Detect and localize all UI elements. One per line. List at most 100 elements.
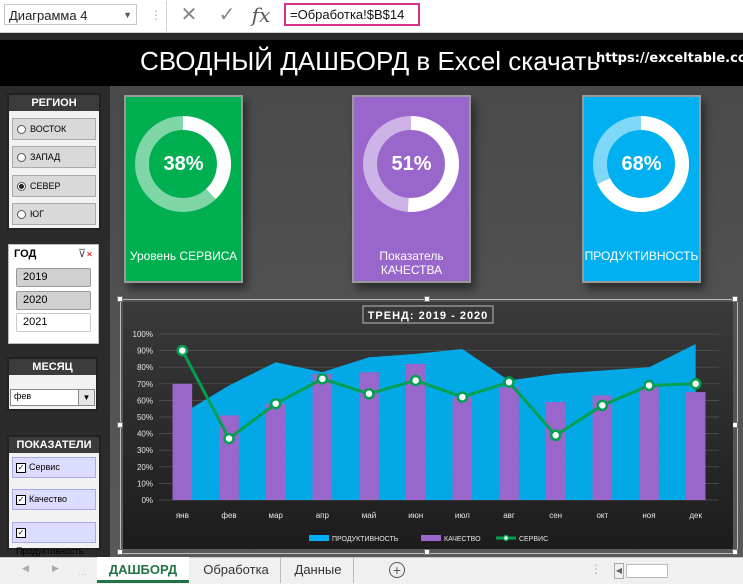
indicator-checkbox-productivity[interactable]: ✓ Продуктивность	[12, 522, 96, 556]
bar-quality	[359, 372, 379, 500]
region-option-yug[interactable]: ЮГ	[12, 203, 96, 225]
kpi-ring-value	[363, 116, 459, 212]
year-item[interactable]: 2021	[16, 313, 91, 332]
y-tick-label: 70%	[137, 380, 153, 389]
point-service	[549, 429, 562, 442]
point-service	[456, 391, 469, 403]
region-option-vostok[interactable]: ВОСТОК	[12, 118, 96, 140]
legend-swatch-productivity	[309, 535, 329, 541]
more-tabs-icon[interactable]: …	[78, 567, 87, 577]
legend-label: ПРОДУКТИВНОСТЬ	[332, 536, 399, 543]
point-service	[596, 399, 609, 412]
kpi-label: Показатель КАЧЕСТВА	[379, 249, 444, 277]
indicator-label: Качество	[29, 494, 68, 504]
y-tick-label: 20%	[137, 463, 153, 472]
region-option-label: ЗАПАД	[30, 152, 61, 162]
region-option-sever[interactable]: СЕВЕР	[12, 175, 96, 197]
year-item[interactable]: 2019	[16, 268, 91, 287]
month-dropdown[interactable]: фев ▼	[10, 389, 95, 406]
checkbox-checked-icon: ✓	[16, 462, 26, 473]
y-tick-label: 60%	[137, 396, 153, 405]
kpi-card-quality: 51% Показатель КАЧЕСТВА	[352, 95, 471, 283]
indicator-checkbox-service[interactable]: ✓ Сервис	[12, 457, 96, 478]
x-tick-label: авг	[503, 511, 515, 520]
chevron-down-icon[interactable]: ▼	[123, 10, 132, 20]
year-item[interactable]: 2020	[16, 291, 91, 310]
enter-icon[interactable]: ✓	[218, 4, 236, 26]
legend-label: КАЧЕСТВО	[444, 536, 481, 543]
legend-label: СЕРВИС	[519, 536, 548, 543]
point-service	[643, 379, 655, 392]
point-service	[223, 432, 235, 445]
point-service	[269, 397, 282, 410]
kpi-percent: 38%	[163, 153, 204, 175]
y-tick-label: 30%	[137, 446, 153, 455]
tab-processing[interactable]: Обработка	[192, 557, 281, 583]
radio-selected-icon	[17, 182, 26, 192]
scroll-left-icon[interactable]: ◀	[22, 563, 29, 573]
clear-filter-icon[interactable]: ⊽✕	[78, 248, 93, 260]
y-tick-label: 50%	[137, 413, 153, 422]
resize-handle[interactable]	[732, 549, 738, 555]
region-slicer-header: РЕГИОН	[9, 95, 99, 111]
chevron-down-icon[interactable]: ▼	[78, 390, 94, 405]
trend-chart[interactable]: 0% 10% 20% 30% 40% 50% 60% 70% 80% 90% 100% ТРЕНД: …	[123, 302, 733, 549]
resize-handle[interactable]	[424, 549, 430, 555]
x-tick-label: май	[362, 511, 376, 520]
y-tick-label: 0%	[141, 496, 153, 505]
name-box[interactable]: Диаграмма 4 ▼	[4, 4, 137, 25]
tab-data[interactable]: Данные	[283, 557, 354, 583]
point-service	[176, 344, 189, 357]
checkbox-checked-icon: ✓	[16, 494, 26, 505]
kpi-donut	[593, 116, 689, 212]
drag-handle-icon[interactable]: ⋮	[150, 8, 162, 22]
region-option-zapad[interactable]: ЗАПАД	[12, 146, 96, 168]
indicator-label: Сервис	[29, 462, 60, 472]
cancel-icon[interactable]: ✕	[180, 4, 198, 26]
resize-handle[interactable]	[117, 296, 123, 302]
kpi-percent: 51%	[391, 153, 432, 175]
x-tick-label: окт	[596, 511, 608, 520]
y-tick-label: 40%	[137, 430, 153, 439]
region-option-label: СЕВЕР	[30, 181, 61, 191]
scroll-right-icon[interactable]: ▶	[52, 563, 59, 573]
year-slicer-header: ГОД	[14, 248, 37, 260]
insert-function-icon[interactable]: fx	[251, 3, 271, 27]
kpi-label: Уровень СЕРВИСА	[129, 249, 238, 263]
checkbox-checked-icon: ✓	[16, 527, 26, 538]
chart-title: ТРЕНД: 2019 - 2020	[368, 310, 489, 322]
divider	[166, 1, 167, 31]
x-tick-label: фев	[221, 511, 236, 520]
resize-handle[interactable]	[424, 296, 430, 302]
bar-quality	[499, 387, 519, 500]
indicator-checkbox-quality[interactable]: ✓ Качество	[12, 489, 96, 510]
bar-quality	[172, 383, 193, 500]
series-area-productivity	[182, 343, 696, 500]
y-tick-label: 80%	[137, 363, 153, 372]
site-url: https://exceltable.com	[596, 51, 743, 66]
legend-swatch-quality	[421, 535, 441, 541]
kpi-ring-value	[135, 116, 231, 212]
add-sheet-icon[interactable]: +	[389, 562, 405, 578]
month-filter-header: МЕСЯЦ	[9, 359, 96, 375]
resize-handle[interactable]	[117, 422, 123, 428]
tab-dashboard[interactable]: ДАШБОРД	[97, 557, 189, 583]
resize-handle[interactable]	[117, 549, 123, 555]
radio-icon	[17, 153, 26, 163]
legend-marker-service	[502, 534, 510, 542]
resize-handle[interactable]	[732, 296, 738, 302]
y-tick-label: 10%	[137, 479, 153, 488]
horizontal-scrollbar-thumb[interactable]	[626, 564, 668, 578]
point-service	[409, 374, 422, 387]
bar-quality	[685, 392, 706, 500]
bar-quality	[639, 387, 659, 500]
kpi-card-service: 38% Уровень СЕРВИСА	[124, 95, 243, 283]
scroll-left-icon[interactable]: ◀	[614, 563, 624, 579]
title-bar	[0, 40, 743, 86]
drag-handle-icon[interactable]: ⋮	[590, 562, 602, 576]
point-service	[503, 376, 515, 388]
region-option-label: ЮГ	[30, 209, 44, 219]
x-tick-label: апр	[316, 511, 330, 520]
formula-input[interactable]: =Обработка!$B$14	[284, 3, 420, 26]
kpi-card-productivity: 68% ПРОДУКТИВНОСТЬ	[582, 95, 701, 283]
